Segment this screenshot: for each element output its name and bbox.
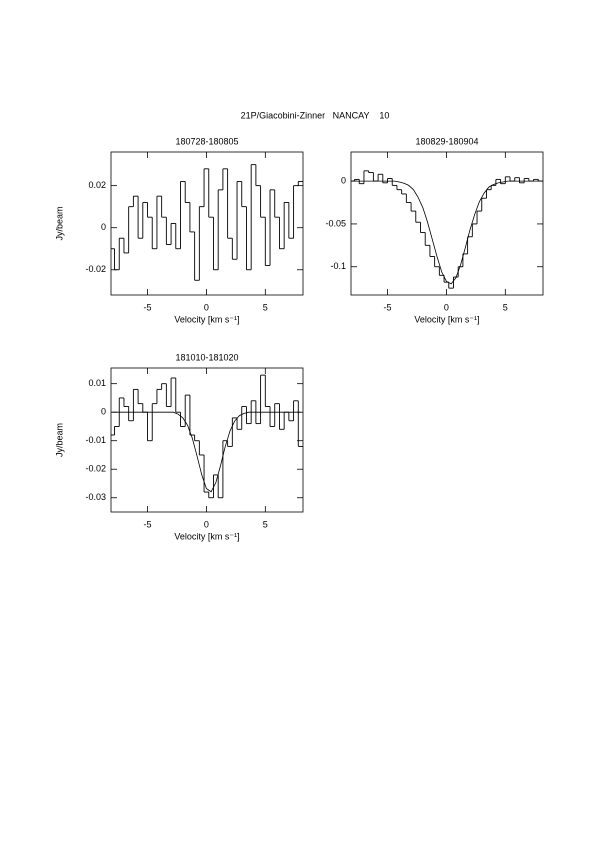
x-tick-label: 0 [204, 519, 209, 529]
y-tick-label: 0 [341, 175, 346, 185]
x-axis-label: Velocity [km s⁻¹] [414, 314, 479, 324]
x-tick-label: 0 [444, 302, 449, 312]
panel-title: 180728-180805 [175, 136, 238, 146]
fit-curve [352, 180, 541, 285]
y-tick-label: 0.02 [88, 180, 106, 190]
y-tick-label: 0 [101, 222, 106, 232]
plot-area [351, 170, 543, 289]
panel: 180728-180805 Velocity [km s⁻¹] Jy/beam -5 0… [54, 136, 304, 324]
x-axis-label: Velocity [km s⁻¹] [174, 314, 239, 324]
fit-curve [112, 411, 301, 493]
panel: 180829-180904 Velocity [km s⁻¹] -5 0 5 -0.1 -0… [325, 136, 544, 324]
y-axis-label: Jy/beam [54, 206, 64, 240]
plot-area [111, 164, 303, 281]
y-tick-label: 0 [101, 407, 106, 417]
x-tick-label: 5 [263, 302, 268, 312]
axes-frame [110, 151, 304, 296]
page-title: 21P/Giacobini-Zinner NANCAY 10 [241, 110, 390, 120]
y-axis-label: Jy/beam [54, 423, 64, 457]
axes-frame [110, 367, 304, 513]
x-axis-label: Velocity [km s⁻¹] [174, 531, 239, 541]
panel: 181010-181020 Velocity [km s⁻¹] Jy/beam -5 0… [54, 352, 304, 541]
y-tick-label: -0.1 [330, 261, 346, 271]
y-tick-label: 0.01 [88, 378, 106, 388]
axes-frame [350, 151, 544, 296]
x-tick-label: 5 [263, 519, 268, 529]
y-tick-label: -0.02 [85, 264, 106, 274]
plot-area [111, 374, 303, 499]
y-tick-label: -0.03 [85, 492, 106, 502]
panel-title: 181010-181020 [175, 352, 238, 362]
y-tick-label: -0.05 [325, 218, 346, 228]
x-tick-label: -5 [384, 302, 392, 312]
y-tick-label: -0.01 [85, 435, 106, 445]
y-tick-label: -0.02 [85, 464, 106, 474]
panel-title: 180829-180904 [415, 136, 478, 146]
x-tick-label: -5 [144, 302, 152, 312]
x-tick-label: -5 [144, 519, 152, 529]
x-tick-label: 0 [204, 302, 209, 312]
x-tick-label: 5 [503, 302, 508, 312]
